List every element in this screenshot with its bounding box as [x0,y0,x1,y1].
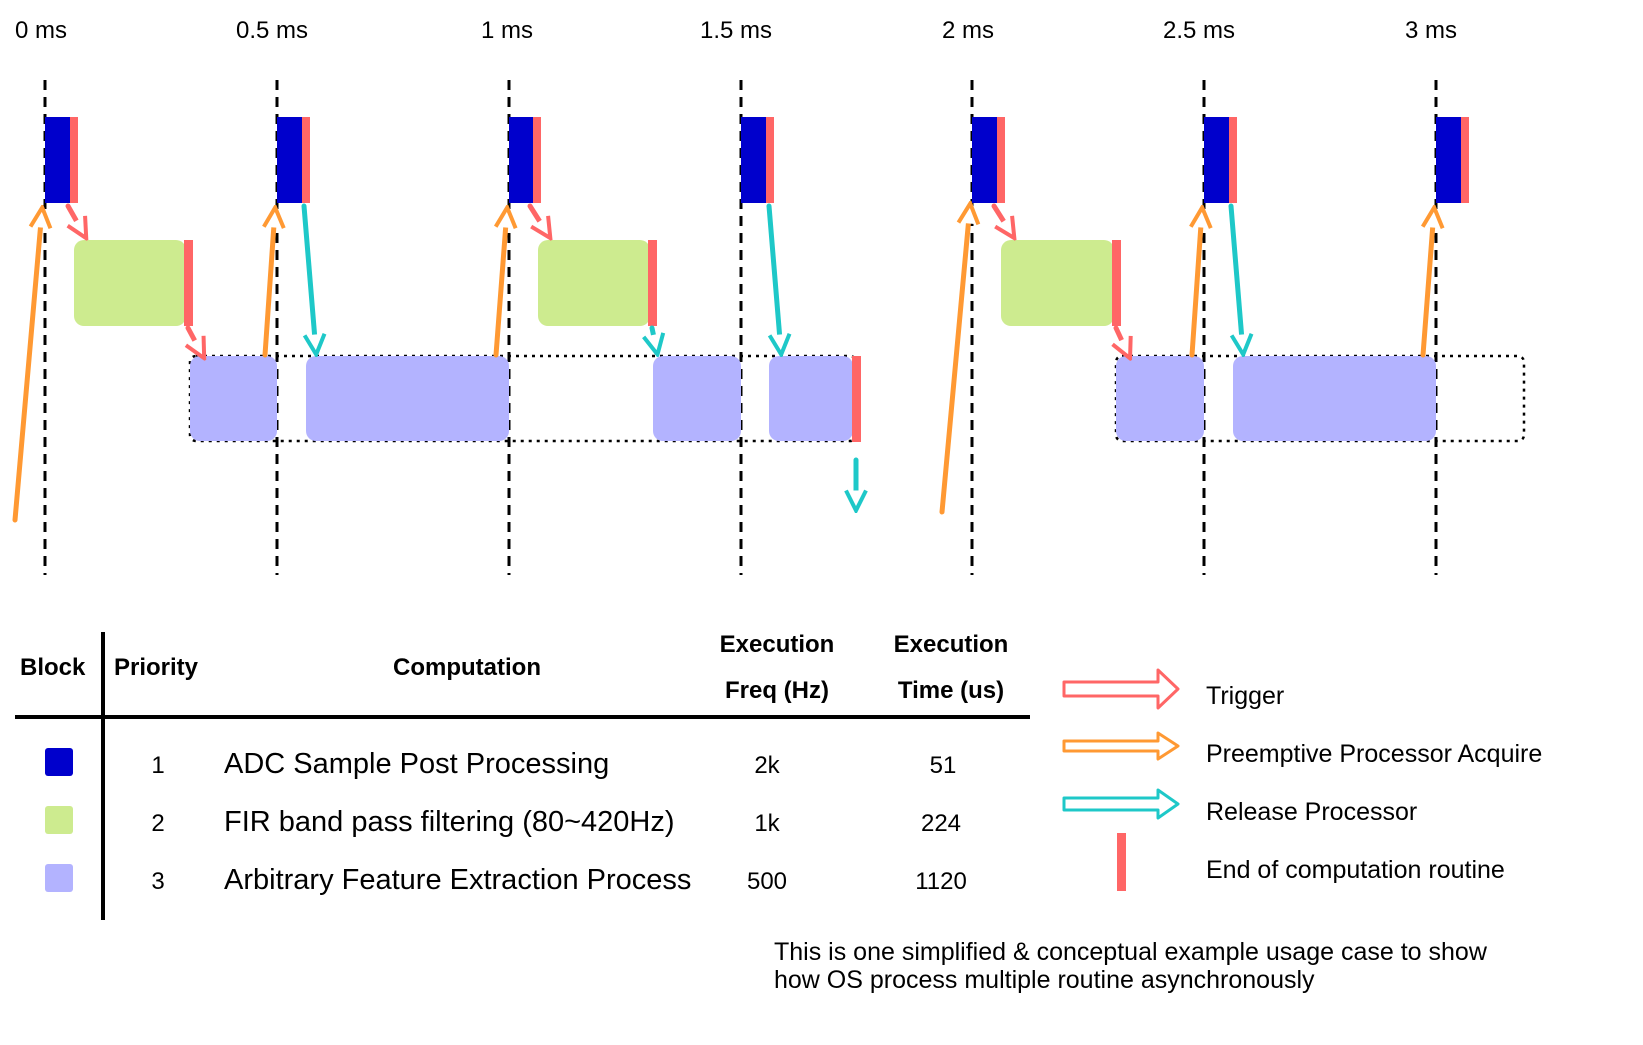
row-computation: FIR band pass filtering (80~420Hz) [224,806,675,838]
adc-block [741,117,766,203]
tick-label-4: 2 ms [942,17,994,44]
note-line1: This is one simplified & conceptual exam… [774,938,1488,966]
tick-label-6: 3 ms [1405,17,1457,44]
legend: Trigger Preemptive Processor Acquire Rel… [1062,668,1542,891]
computation-table: Block Priority Computation Execution Fre… [15,631,1030,920]
adc-block [1436,117,1461,203]
trigger-arrow [188,325,203,356]
note-line2: how OS process multiple routine asynchro… [774,966,1315,994]
acquire-arrows [12,206,1434,523]
tick-labels: 0 ms 0.5 ms 1 ms 1.5 ms 2 ms 2.5 ms 3 ms [15,17,1457,44]
row-color-swatch [45,864,73,892]
header-freq-line1: Execution [720,631,835,658]
tick-label-2: 1 ms [481,17,533,44]
row-priority: 3 [151,868,164,895]
adc-block [972,117,997,203]
tick-label-5: 2.5 ms [1163,17,1235,44]
header-priority: Priority [114,654,199,681]
trigger-arrow-icon [1062,668,1180,710]
legend-label-end: End of computation routine [1206,856,1505,884]
release-arrow [652,325,657,352]
tick-lines [43,80,1438,575]
trigger-arrows [65,203,1129,356]
row-freq: 500 [747,868,787,895]
trigger-arrow [527,203,549,236]
adc-end-marker [70,117,78,203]
tick-label-3: 1.5 ms [700,17,772,44]
release-arrow [301,203,316,352]
trigger-arrow [65,203,85,236]
fir-end-marker [648,240,657,326]
adc-blocks [45,117,1469,203]
row-computation: Arbitrary Feature Extraction Process [224,864,691,896]
row-time: 1120 [915,868,967,895]
acquire-arrow-icon [1062,731,1180,761]
adc-end-marker [533,117,541,203]
header-time-line1: Execution [894,631,1009,658]
adc-end-marker [302,117,310,203]
fe-blocks [190,356,1436,441]
header-computation: Computation [393,654,541,681]
fe-end-marker [852,356,861,442]
fir-blocks [74,240,1121,326]
adc-end-marker [1461,117,1469,203]
tick-label-1: 0.5 ms [236,17,308,44]
fe-block [306,356,509,441]
adc-end-marker [997,117,1005,203]
header-time-line2: Time (us) [898,677,1004,704]
release-arrow [1228,203,1243,352]
release-arrow-icon [1062,788,1180,820]
fe-block [653,356,741,441]
note: This is one simplified & conceptual exam… [774,938,1488,994]
row-priority: 1 [151,752,164,779]
acquire-arrow [1192,210,1202,358]
legend-label-acquire: Preemptive Processor Acquire [1206,740,1542,768]
fe-block [1233,356,1436,441]
fe-block [1116,356,1204,441]
tick-label-0: 0 ms [15,17,67,44]
fe-block [769,356,853,441]
header-block: Block [20,654,86,681]
fir-block [1001,240,1114,326]
row-time: 224 [921,810,961,837]
row-freq: 1k [754,810,780,837]
adc-block [509,117,533,203]
adc-end-marker [1229,117,1237,203]
acquire-arrow [939,206,970,515]
acquire-arrow [265,210,275,358]
fir-end-marker [1112,240,1121,326]
row-time: 51 [930,752,957,779]
row-color-swatch [45,806,73,834]
acquire-arrow [493,210,507,358]
row-freq: 2k [754,752,780,779]
header-freq-line2: Freq (Hz) [725,677,829,704]
row-priority: 2 [151,810,164,837]
fe-block [190,356,277,441]
row-computation: ADC Sample Post Processing [224,748,609,780]
fir-block [538,240,650,326]
fir-block [74,240,186,326]
release-arrow [766,203,781,352]
adc-end-marker [766,117,774,203]
legend-label-trigger: Trigger [1206,682,1284,710]
acquire-arrow [1420,210,1434,358]
legend-label-release: Release Processor [1206,798,1417,826]
acquire-arrow [12,210,42,523]
adc-block [1204,117,1229,203]
row-color-swatch [45,748,73,776]
end-marker-icon [1117,833,1126,891]
adc-block [277,117,302,203]
trigger-arrow [991,203,1013,236]
fir-end-marker [184,240,193,326]
adc-block [45,117,71,203]
trigger-arrow [1116,325,1129,356]
fe-lane-1 [188,354,858,443]
release-arrows [301,203,1243,508]
